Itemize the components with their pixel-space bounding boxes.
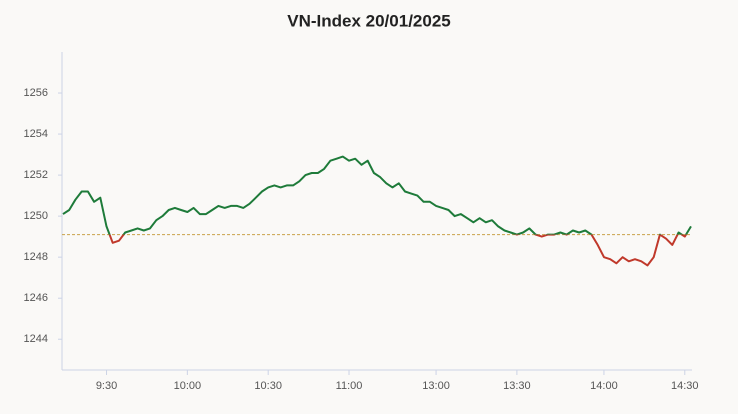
y-tick-label: 1248	[24, 251, 48, 263]
y-tick-label: 1250	[24, 210, 48, 222]
y-tick-label: 1246	[24, 292, 48, 304]
chart-title: VN-Index 20/01/2025	[287, 11, 450, 30]
y-tick-label: 1254	[24, 128, 48, 140]
x-tick-label: 13:00	[422, 380, 450, 392]
x-tick-label: 9:30	[96, 380, 117, 392]
x-tick-label: 10:30	[254, 380, 282, 392]
y-tick-label: 1252	[24, 169, 48, 181]
x-tick-label: 14:00	[590, 380, 618, 392]
x-tick-label: 13:30	[503, 380, 531, 392]
x-tick-label: 11:00	[336, 380, 363, 392]
y-tick-label: 1256	[24, 87, 48, 99]
x-tick-label: 10:00	[174, 380, 202, 392]
price-line-above	[62, 155, 692, 235]
y-tick-label: 1244	[24, 333, 48, 345]
price-line-below	[108, 234, 688, 267]
x-tick-label: 14:30	[671, 380, 699, 392]
